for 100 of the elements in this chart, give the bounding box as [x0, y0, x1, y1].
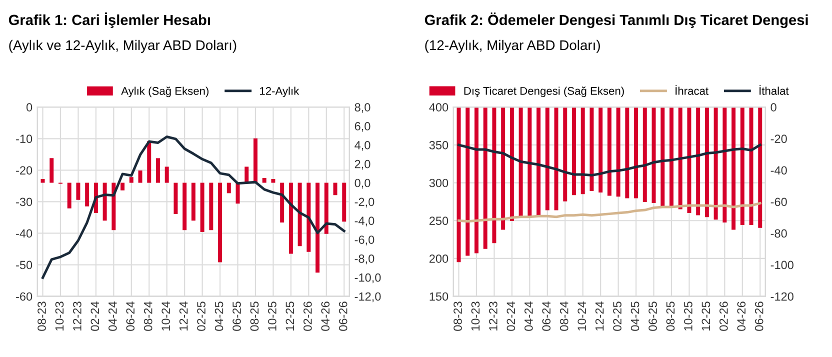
- bar: [342, 182, 346, 222]
- bar: [102, 182, 107, 221]
- x-tick-label: 06-25: [232, 302, 241, 331]
- bar: [191, 182, 196, 221]
- x-tick-label: 06-24: [542, 302, 551, 331]
- bar: [244, 166, 249, 183]
- bar: [67, 182, 72, 208]
- bar: [85, 182, 90, 206]
- x-tick-label: 02-26: [303, 302, 312, 331]
- y-tick-label: 300: [429, 178, 448, 188]
- legend-label: İthalat: [760, 85, 789, 95]
- y2-tick-label: -4,0: [354, 216, 374, 226]
- legend-label: Dış Ticaret Dengesi (Sağ Eksen): [464, 86, 624, 98]
- y-tick-label: 250: [429, 216, 448, 226]
- y2-tick-label: -80: [770, 229, 787, 238]
- y2-tick-label: -60: [770, 198, 787, 206]
- y-tick-label: -20: [16, 166, 32, 175]
- x-tick-label: 12-25: [286, 302, 294, 330]
- y2-tick-label: -6,0: [354, 236, 374, 246]
- y-tick-label: -30: [16, 198, 32, 206]
- chart-subtitle: (Aylık ve 12-Aylık, Milyar ABD Doları): [9, 40, 236, 53]
- x-tick-label: 08-25: [250, 302, 259, 331]
- bar: [200, 182, 204, 232]
- y2-tick-label: -8,0: [354, 254, 374, 264]
- y2-tick-label: -20: [770, 134, 787, 144]
- bar: [271, 179, 276, 183]
- x-tick-label: 08-23: [38, 302, 46, 331]
- chart-title: Grafik 2: Ödemeler Dengesi Tanımlı Dış Ticaret Dengesi: [424, 12, 808, 28]
- x-tick-label: 06-26: [338, 302, 348, 331]
- y-tick-label: 150: [430, 292, 448, 301]
- bar: [174, 182, 178, 214]
- bar: [156, 158, 160, 183]
- y2-tick-label: -12,0: [354, 292, 381, 302]
- y2-tick-label: -2,0: [354, 198, 374, 208]
- x-tick-label: 06-24: [126, 302, 135, 331]
- bar: [218, 182, 222, 262]
- line-series: [42, 135, 346, 279]
- bar: [164, 166, 169, 183]
- y-tick-label: -10: [16, 134, 32, 144]
- y2-tick-label: -120: [770, 292, 794, 301]
- bar: [324, 182, 328, 234]
- x-tick-label: 12-24: [179, 302, 188, 330]
- y-tick-label: -50: [16, 260, 32, 270]
- x-tick-label: 02-26: [719, 302, 728, 331]
- x-tick-label: 10-24: [162, 302, 170, 330]
- bar: [298, 182, 302, 246]
- x-tick-label: 04-26: [321, 302, 330, 331]
- y-tick-label: 200: [429, 254, 448, 263]
- x-tick-label: 02-25: [613, 302, 622, 331]
- x-tick-label: 10-23: [471, 302, 480, 330]
- x-tick-label: 04-24: [524, 302, 533, 331]
- x-tick-label: 02-25: [197, 302, 206, 331]
- bar: [50, 158, 54, 183]
- y2-tick-label: 2,0: [354, 160, 370, 170]
- y2-tick-label: 0: [770, 103, 776, 112]
- bar: [182, 182, 187, 230]
- x-tick-label: 08-23: [454, 302, 462, 331]
- x-tick-label: 08-24: [560, 302, 568, 331]
- x-tick-label: 10-23: [55, 302, 64, 330]
- line-series: [458, 202, 762, 223]
- bar: [129, 177, 134, 183]
- x-tick-label: 04-25: [214, 302, 224, 331]
- bar: [76, 182, 80, 200]
- y2-tick-label: 4,0: [354, 140, 370, 151]
- bar: [236, 182, 240, 204]
- x-tick-label: 12-25: [702, 302, 710, 330]
- y2-tick-label: -100: [770, 260, 794, 270]
- y2-tick-label: -40: [770, 166, 787, 175]
- bar: [112, 182, 116, 230]
- bar: [288, 182, 293, 254]
- bar: [147, 141, 152, 183]
- chart-title: Grafik 1: Cari İşlemler Hesabı: [8, 12, 210, 28]
- y2-tick-label: 8,0: [354, 103, 370, 113]
- y2-tick-label: 6,0: [354, 122, 370, 132]
- x-tick-label: 06-26: [754, 302, 764, 331]
- y-tick-label: 0: [26, 103, 32, 112]
- bar: [262, 178, 266, 183]
- y2-tick-label: -10,0: [354, 273, 381, 284]
- bar: [40, 179, 45, 183]
- chart-subtitle: (12-Aylık, Milyar ABD Doları): [425, 40, 600, 53]
- x-tick-label: 12-24: [595, 302, 604, 330]
- line-series: [458, 144, 762, 176]
- x-tick-label: 10-25: [268, 302, 276, 330]
- x-tick-label: 02-24: [90, 302, 100, 331]
- x-tick-label: 12-23: [489, 302, 498, 330]
- bar: [280, 182, 284, 223]
- x-tick-label: 04-24: [108, 302, 117, 331]
- x-tick-label: 08-24: [144, 302, 152, 331]
- x-tick-label: 06-25: [648, 302, 657, 331]
- x-tick-label: 08-25: [666, 302, 675, 331]
- x-tick-label: 12-23: [73, 302, 82, 330]
- bar: [306, 182, 311, 252]
- y-tick-label: -60: [16, 292, 32, 301]
- x-tick-label: 10-24: [578, 302, 586, 330]
- bar: [253, 138, 258, 183]
- bar: [209, 182, 214, 230]
- bar: [226, 182, 231, 194]
- y2-tick-label: 0,0: [354, 178, 370, 189]
- bar: [333, 182, 338, 196]
- bar: [138, 170, 142, 183]
